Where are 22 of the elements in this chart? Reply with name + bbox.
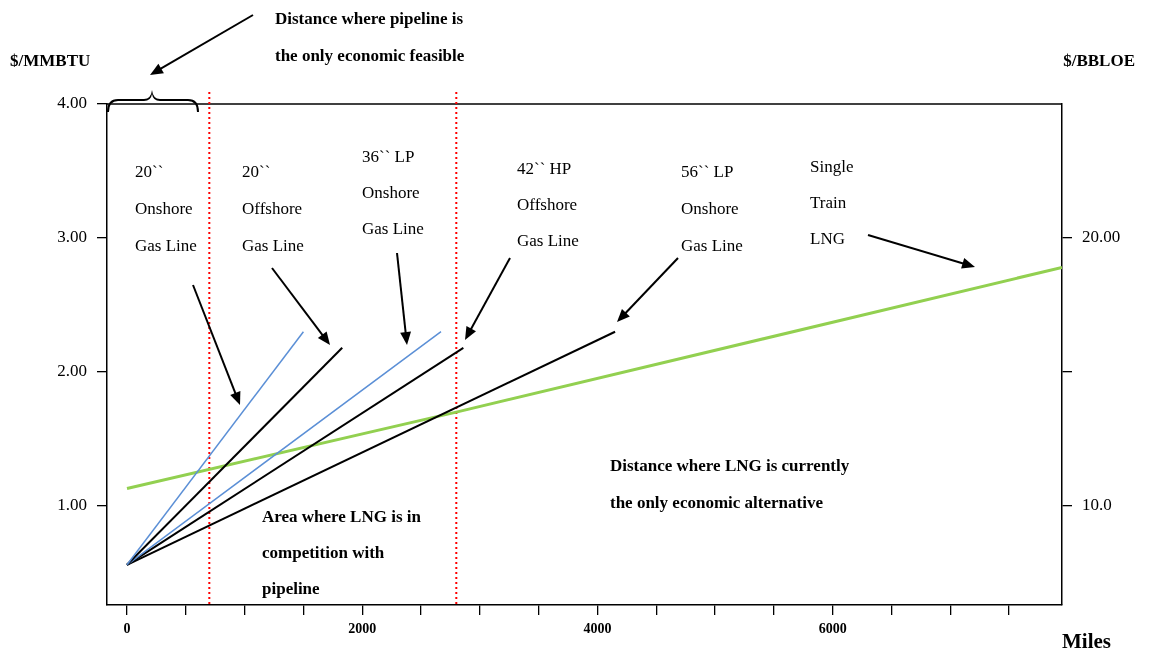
text: Distance where pipeline is the only economic feasible xyxy=(275,9,465,66)
annotation: Area where LNG is in competition with pipeline xyxy=(262,507,422,599)
x-tick-label: 4000 xyxy=(583,621,612,637)
y2-axis-title: $/BBLOE xyxy=(1063,51,1135,71)
y-tick-label: 2.00 xyxy=(57,361,87,381)
annotation: Single Train LNG xyxy=(810,157,854,249)
x-axis-title: Miles xyxy=(1062,629,1111,653)
y-tick-label: 3.00 xyxy=(57,227,87,247)
annotation: 20`` Offshore Gas Line xyxy=(242,162,304,256)
y-axis-title: $/MMBTU xyxy=(10,51,91,71)
annotation: Distance where LNG is currently the only economic alternative xyxy=(610,456,850,513)
y2-tick-label: 10.0 xyxy=(1082,495,1112,515)
annotation: 36`` LP Onshore Gas Line xyxy=(362,147,424,239)
y2-tick-label: 20.00 xyxy=(1082,227,1121,247)
y-tick-label: 4.00 xyxy=(57,93,87,113)
y-tick-label: 1.00 xyxy=(57,495,87,515)
x-tick-label: 2000 xyxy=(348,621,377,637)
annotation: 42`` HP Offshore Gas Line xyxy=(517,159,579,251)
x-tick-label: 0 xyxy=(123,621,131,637)
annotation: 20`` Onshore Gas Line xyxy=(135,162,197,256)
annotation: 56`` LP Onshore Gas Line xyxy=(681,162,743,256)
x-tick-label: 6000 xyxy=(818,621,847,637)
